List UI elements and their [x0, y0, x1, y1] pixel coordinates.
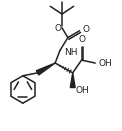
Text: OH: OH: [76, 86, 89, 95]
Polygon shape: [70, 73, 75, 88]
Text: OH: OH: [98, 59, 112, 68]
Text: O: O: [82, 25, 90, 34]
Polygon shape: [36, 63, 55, 75]
Text: O: O: [55, 24, 62, 33]
Text: NH: NH: [64, 48, 77, 57]
Text: O: O: [78, 36, 85, 44]
